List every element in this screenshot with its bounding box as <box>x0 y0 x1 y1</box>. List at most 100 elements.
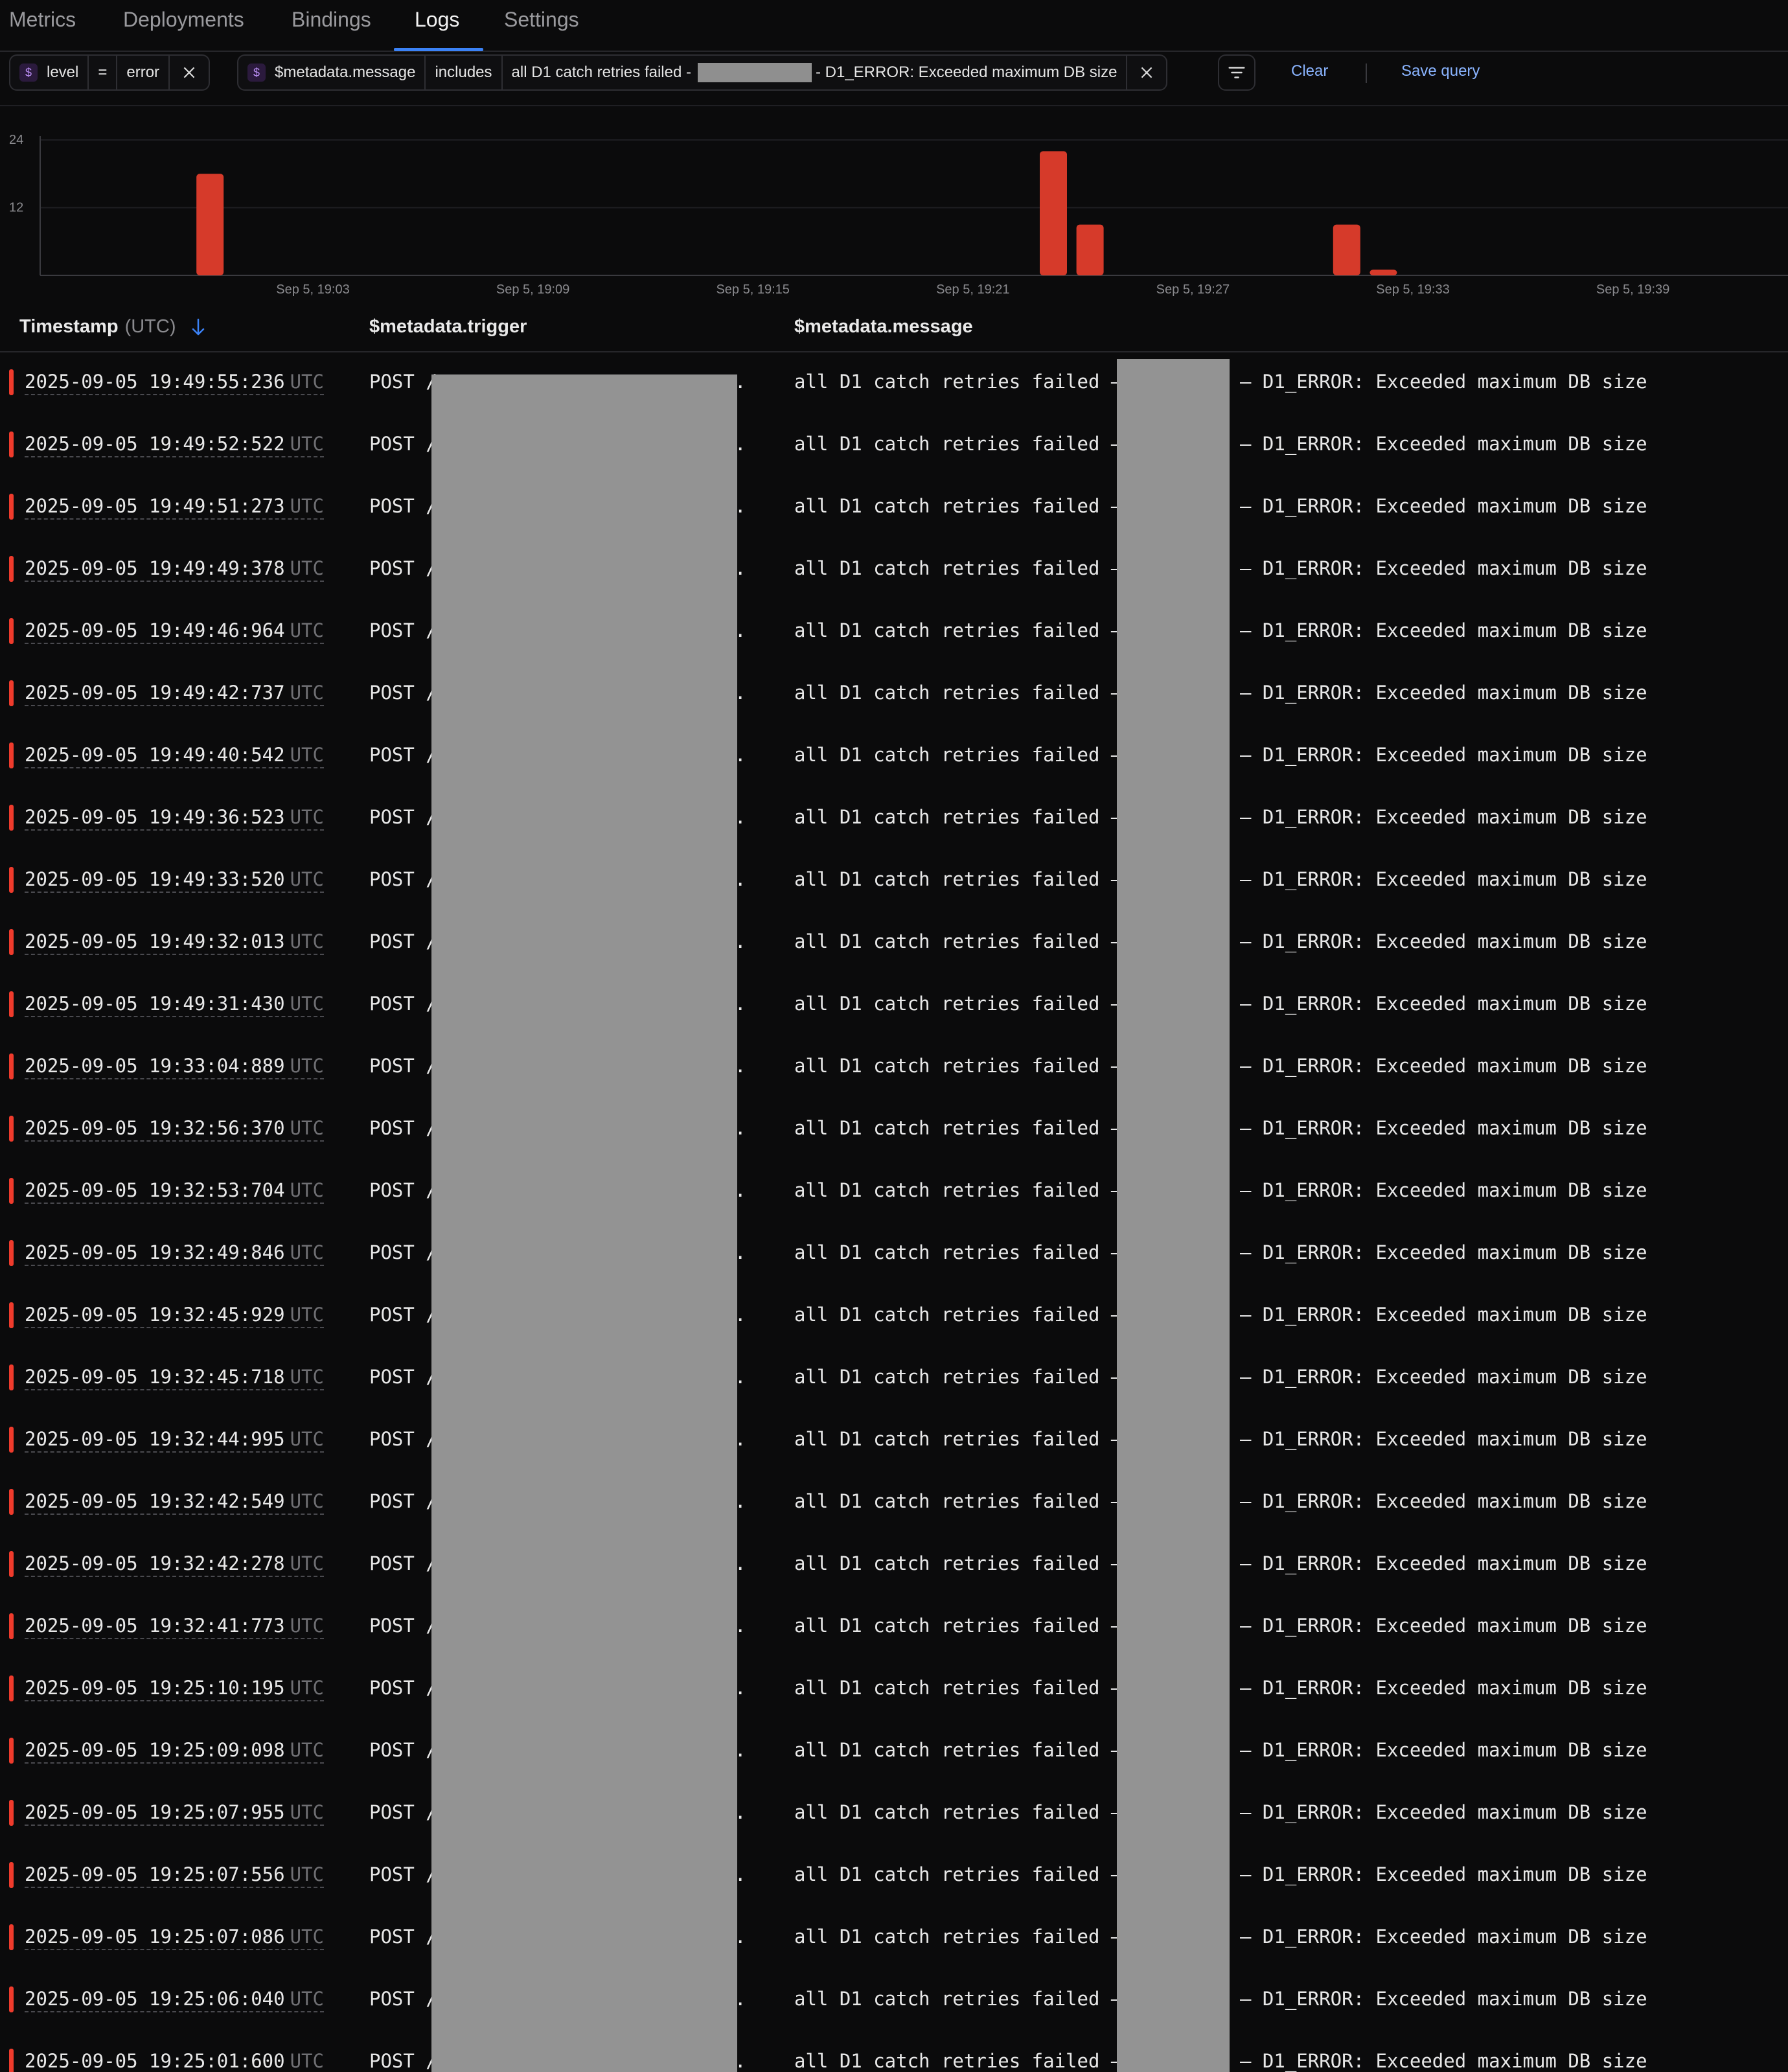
table-row[interactable]: 2025-09-05 19:25:10:195 UTC POST /. all D1 … <box>0 1659 1788 1721</box>
timestamp-cell[interactable]: 2025-09-05 19:49:32:013 UTC <box>25 930 324 955</box>
timestamp-cell[interactable]: 2025-09-05 19:25:01:600 UTC <box>25 2050 324 2072</box>
trigger-cell: POST / <box>369 1304 437 1326</box>
tab-bindings[interactable]: Bindings <box>292 8 371 31</box>
filter-operator[interactable]: = <box>89 56 118 89</box>
timestamp-value: 2025-09-05 19:49:51:273 <box>25 495 285 517</box>
timestamp-cell[interactable]: 2025-09-05 19:25:07:086 UTC <box>25 1926 324 1950</box>
table-row[interactable]: 2025-09-05 19:32:45:718 UTC POST /. all D1 … <box>0 1348 1788 1410</box>
timestamp-cell[interactable]: 2025-09-05 19:32:44:995 UTC <box>25 1428 324 1453</box>
save-query-button[interactable]: Save query <box>1401 62 1480 80</box>
timestamp-cell[interactable]: 2025-09-05 19:49:46:964 UTC <box>25 619 324 644</box>
table-row[interactable]: 2025-09-05 19:25:07:556 UTC POST /. all D1 … <box>0 1845 1788 1907</box>
timestamp-cell[interactable]: 2025-09-05 19:49:31:430 UTC <box>25 993 324 1017</box>
error-level-indicator <box>9 805 14 831</box>
timestamp-cell[interactable]: 2025-09-05 19:32:42:278 UTC <box>25 1552 324 1577</box>
table-row[interactable]: 2025-09-05 19:49:33:520 UTC POST /. all D1 … <box>0 850 1788 912</box>
filter-operator[interactable]: includes <box>426 56 503 89</box>
filter-value[interactable]: all D1 catch retries failed - - D1_ERROR… <box>503 56 1128 89</box>
table-row[interactable]: 2025-09-05 19:32:53:704 UTC POST /. all D1 … <box>0 1161 1788 1223</box>
table-row[interactable]: 2025-09-05 19:49:31:430 UTC POST /. all D1 … <box>0 974 1788 1037</box>
table-row[interactable]: 2025-09-05 19:32:42:278 UTC POST /. all D1 … <box>0 1534 1788 1596</box>
error-level-indicator <box>9 1924 14 1950</box>
table-row[interactable]: 2025-09-05 19:32:56:370 UTC POST /. all D1 … <box>0 1099 1788 1161</box>
error-level-indicator <box>9 1489 14 1515</box>
timestamp-cell[interactable]: 2025-09-05 19:32:41:773 UTC <box>25 1615 324 1639</box>
table-row[interactable]: 2025-09-05 19:49:46:964 UTC POST /. all D1 … <box>0 601 1788 663</box>
timestamp-cell[interactable]: 2025-09-05 19:25:07:955 UTC <box>25 1801 324 1826</box>
table-row[interactable]: 2025-09-05 19:49:51:273 UTC POST /. all D1 … <box>0 477 1788 539</box>
timestamp-cell[interactable]: 2025-09-05 19:32:42:549 UTC <box>25 1490 324 1515</box>
timestamp-cell[interactable]: 2025-09-05 19:49:51:273 UTC <box>25 495 324 520</box>
table-row[interactable]: 2025-09-05 19:49:42:737 UTC POST /. all D1 … <box>0 663 1788 726</box>
column-header-trigger[interactable]: $metadata.trigger <box>369 316 527 337</box>
trigger-cell-end: . <box>735 1179 746 1201</box>
timestamp-cell[interactable]: 2025-09-05 19:49:33:520 UTC <box>25 868 324 893</box>
histogram-bar <box>1040 151 1067 275</box>
timestamp-utc: UTC <box>290 1552 324 1574</box>
timestamp-cell[interactable]: 2025-09-05 19:32:53:704 UTC <box>25 1179 324 1204</box>
table-row[interactable]: 2025-09-05 19:32:42:549 UTC POST /. all D1 … <box>0 1472 1788 1534</box>
table-row[interactable]: 2025-09-05 19:25:06:040 UTC POST /. all D1 … <box>0 1970 1788 2032</box>
timestamp-cell[interactable]: 2025-09-05 19:49:42:737 UTC <box>25 682 324 706</box>
table-row[interactable]: 2025-09-05 19:49:55:236 UTC POST /. all D1 … <box>0 352 1788 415</box>
tab-logs[interactable]: Logs <box>415 8 460 31</box>
filter-field[interactable]: $ $metadata.message <box>238 56 426 89</box>
table-row[interactable]: 2025-09-05 19:33:04:889 UTC POST /. all D1 … <box>0 1037 1788 1099</box>
timestamp-cell[interactable]: 2025-09-05 19:25:10:195 UTC <box>25 1677 324 1701</box>
tab-bar: Metrics Deployments Bindings Logs Settin… <box>0 0 1788 52</box>
trigger-cell: POST / <box>369 557 437 579</box>
timestamp-cell[interactable]: 2025-09-05 19:25:09:098 UTC <box>25 1739 324 1764</box>
clear-button[interactable]: Clear <box>1291 62 1329 80</box>
filter-field[interactable]: $ level <box>10 56 89 89</box>
timestamp-cell[interactable]: 2025-09-05 19:49:40:542 UTC <box>25 744 324 768</box>
tab-metrics[interactable]: Metrics <box>9 8 76 31</box>
filter-chip-level[interactable]: $ level = error <box>9 54 211 91</box>
table-row[interactable]: 2025-09-05 19:25:09:098 UTC POST /. all D1 … <box>0 1721 1788 1783</box>
trigger-cell-end: . <box>735 744 746 766</box>
table-row[interactable]: 2025-09-05 19:32:41:773 UTC POST /. all D1 … <box>0 1596 1788 1659</box>
trigger-cell: POST / <box>369 1117 437 1139</box>
table-row[interactable]: 2025-09-05 19:49:32:013 UTC POST /. all D1 … <box>0 912 1788 974</box>
timestamp-value: 2025-09-05 19:49:52:522 <box>25 433 285 455</box>
table-row[interactable]: 2025-09-05 19:49:36:523 UTC POST /. all D1 … <box>0 788 1788 850</box>
timestamp-cell[interactable]: 2025-09-05 19:49:36:523 UTC <box>25 806 324 831</box>
timestamp-cell[interactable]: 2025-09-05 19:32:45:718 UTC <box>25 1366 324 1390</box>
table-row[interactable]: 2025-09-05 19:32:49:846 UTC POST /. all D1 … <box>0 1223 1788 1285</box>
table-row[interactable]: 2025-09-05 19:32:44:995 UTC POST /. all D1 … <box>0 1410 1788 1472</box>
table-row[interactable]: 2025-09-05 19:49:40:542 UTC POST /. all D1 … <box>0 726 1788 788</box>
tab-settings[interactable]: Settings <box>504 8 579 31</box>
message-cell-start: all D1 catch retries failed – <box>794 806 1123 828</box>
table-row[interactable]: 2025-09-05 19:49:52:522 UTC POST /. all D1 … <box>0 415 1788 477</box>
trigger-cell-end: . <box>735 1615 746 1637</box>
trigger-cell-end: . <box>735 993 746 1015</box>
column-header-timestamp[interactable]: Timestamp (UTC) <box>19 316 206 338</box>
error-level-indicator <box>9 742 14 768</box>
table-row[interactable]: 2025-09-05 19:49:49:378 UTC POST /. all D1 … <box>0 539 1788 601</box>
table-row[interactable]: 2025-09-05 19:25:07:086 UTC POST /. all D1 … <box>0 1907 1788 1970</box>
tab-deployments[interactable]: Deployments <box>123 8 244 31</box>
timestamp-cell[interactable]: 2025-09-05 19:32:56:370 UTC <box>25 1117 324 1142</box>
timestamp-cell[interactable]: 2025-09-05 19:32:45:929 UTC <box>25 1304 324 1328</box>
error-level-indicator <box>9 1116 14 1142</box>
table-row[interactable]: 2025-09-05 19:32:45:929 UTC POST /. all D1 … <box>0 1285 1788 1348</box>
sort-descending-icon[interactable] <box>190 317 206 337</box>
message-cell-start: all D1 catch retries failed – <box>794 1926 1123 1948</box>
timestamp-cell[interactable]: 2025-09-05 19:49:49:378 UTC <box>25 557 324 582</box>
table-row[interactable]: 2025-09-05 19:25:07:955 UTC POST /. all D1 … <box>0 1783 1788 1845</box>
timestamp-cell[interactable]: 2025-09-05 19:33:04:889 UTC <box>25 1055 324 1079</box>
filter-value[interactable]: error <box>117 56 170 89</box>
timestamp-value: 2025-09-05 19:49:40:542 <box>25 744 285 766</box>
error-level-indicator <box>9 1862 14 1888</box>
filter-options-button[interactable] <box>1218 54 1255 91</box>
timestamp-cell[interactable]: 2025-09-05 19:32:49:846 UTC <box>25 1241 324 1266</box>
table-row[interactable]: 2025-09-05 19:25:01:600 UTC POST /. all D1 … <box>0 2032 1788 2072</box>
remove-filter-button[interactable] <box>170 56 209 89</box>
timestamp-cell[interactable]: 2025-09-05 19:25:07:556 UTC <box>25 1863 324 1888</box>
filter-chip-message[interactable]: $ $metadata.message includes all D1 catc… <box>237 54 1168 91</box>
timestamp-cell[interactable]: 2025-09-05 19:49:52:522 UTC <box>25 433 324 457</box>
timestamp-cell[interactable]: 2025-09-05 19:49:55:236 UTC <box>25 371 324 395</box>
timestamp-cell[interactable]: 2025-09-05 19:25:06:040 UTC <box>25 1988 324 2012</box>
remove-filter-button[interactable] <box>1127 56 1166 89</box>
trigger-cell-end: . <box>735 433 746 455</box>
column-header-message[interactable]: $metadata.message <box>794 316 973 337</box>
